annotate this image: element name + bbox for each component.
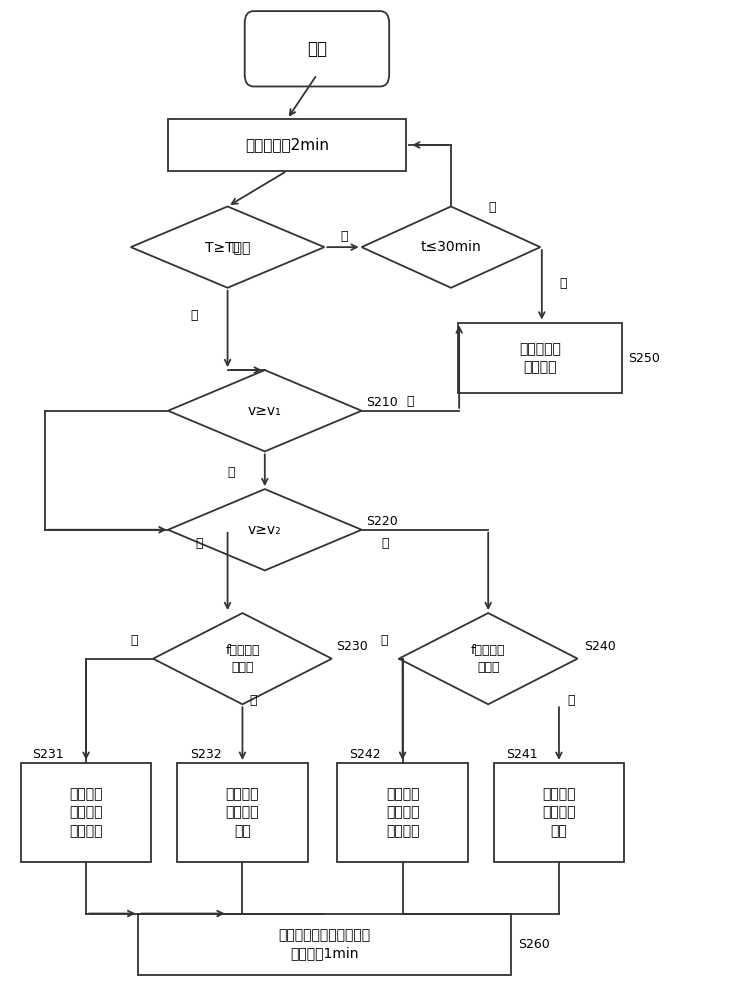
Text: 否: 否: [407, 395, 413, 408]
Text: 开机: 开机: [307, 40, 327, 58]
Polygon shape: [168, 370, 361, 451]
Text: v≥v₁: v≥v₁: [248, 404, 282, 418]
Text: t≤30min: t≤30min: [421, 240, 481, 254]
Text: S242: S242: [349, 748, 381, 761]
Text: S240: S240: [584, 640, 616, 653]
Text: 是: 是: [382, 537, 389, 550]
Text: f是否为上
升状态: f是否为上 升状态: [471, 644, 505, 674]
FancyBboxPatch shape: [245, 11, 389, 86]
Text: 否: 否: [340, 230, 347, 243]
Bar: [177, 763, 308, 862]
Text: S230: S230: [337, 640, 368, 653]
Text: 是: 是: [227, 466, 235, 479]
Bar: [168, 119, 407, 171]
Text: 降低压缩
机的运行
频率: 降低压缩 机的运行 频率: [226, 787, 259, 838]
Text: S231: S231: [32, 748, 64, 761]
Bar: [337, 763, 468, 862]
Bar: [494, 763, 624, 862]
Polygon shape: [361, 206, 541, 288]
Polygon shape: [399, 613, 578, 704]
Text: 是: 是: [191, 309, 198, 322]
Text: v≥v₂: v≥v₂: [248, 523, 282, 537]
Polygon shape: [131, 206, 325, 288]
Text: S220: S220: [366, 515, 398, 528]
Polygon shape: [153, 613, 332, 704]
Text: T≥T前保: T≥T前保: [205, 240, 250, 254]
Text: 否: 否: [231, 241, 239, 254]
Polygon shape: [168, 489, 361, 570]
Text: 压缩机按照调整后的运行
频率运行1min: 压缩机按照调整后的运行 频率运行1min: [279, 928, 370, 960]
Text: 否: 否: [559, 277, 566, 290]
Text: S241: S241: [506, 748, 538, 761]
Text: 控制压缩
机的运行
频率不变: 控制压缩 机的运行 频率不变: [69, 787, 103, 838]
Text: 否: 否: [131, 634, 139, 647]
Text: S260: S260: [518, 938, 550, 951]
Bar: [459, 323, 622, 393]
Text: S232: S232: [190, 748, 221, 761]
Text: 是: 是: [568, 694, 575, 707]
Text: 控制压缩机
继续运行: 控制压缩机 继续运行: [520, 342, 561, 374]
Text: 降低压缩
机的升频
速率: 降低压缩 机的升频 速率: [542, 787, 576, 838]
Text: S250: S250: [628, 352, 660, 365]
Bar: [139, 914, 511, 975]
Text: f是否为上
升状态: f是否为上 升状态: [225, 644, 260, 674]
Text: 否: 否: [196, 537, 203, 550]
Text: 是: 是: [488, 201, 495, 214]
Text: 是: 是: [249, 694, 257, 707]
Text: 控制压缩
机的运行
频率不变: 控制压缩 机的运行 频率不变: [386, 787, 419, 838]
Text: 否: 否: [380, 634, 388, 647]
Text: S210: S210: [366, 396, 398, 409]
Text: 压缩机运行2min: 压缩机运行2min: [245, 137, 329, 152]
Bar: [21, 763, 151, 862]
